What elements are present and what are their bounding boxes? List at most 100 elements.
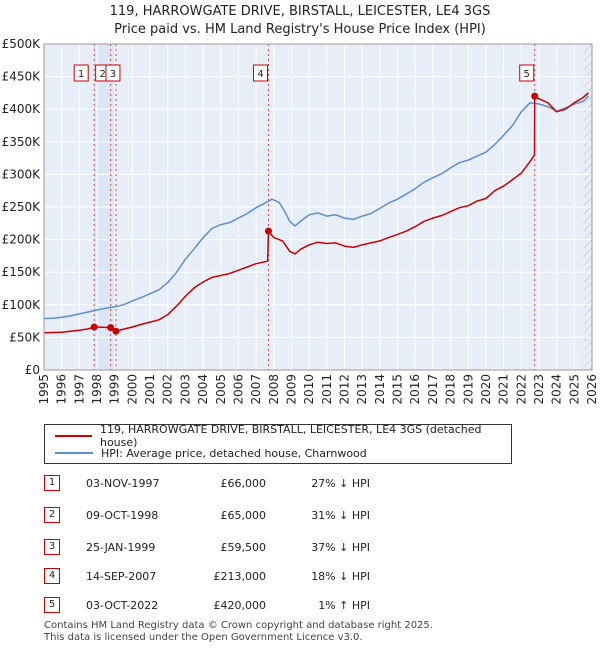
sale-point [531,92,539,100]
sale-point [112,327,120,335]
sale-hpi-diff: 18% ↓ HPI [311,570,370,583]
x-tick-label: 2016 [408,374,422,405]
sale-date: 14-SEP-2007 [86,570,157,583]
y-tick-label: £50K [9,330,41,344]
x-tick-label: 2015 [391,374,405,405]
x-tick-label: 1996 [55,374,69,405]
sale-marker-box [73,64,89,82]
legend-item-hpi: HPI: Average price, detached house, Char… [55,445,367,461]
x-tick-label: 2014 [373,374,387,405]
y-tick-label: £250K [2,200,42,214]
sale-number-badge: 5 [44,597,60,613]
sale-marker-box [519,64,535,82]
y-tick-label: £300K [2,167,42,181]
x-tick-label: 2019 [461,374,475,405]
x-tick-label: 2018 [444,374,458,405]
x-tick-label: 2020 [479,374,493,405]
x-tick-label: 2008 [267,374,281,405]
sale-date: 03-NOV-1997 [86,477,160,490]
x-tick-label: 1997 [72,374,86,405]
sale-date: 03-OCT-2022 [86,599,159,612]
sale-hpi-diff: 31% ↓ HPI [311,509,370,522]
sale-hpi-diff: 27% ↓ HPI [311,477,370,490]
sale-marker-number: 1 [78,69,84,80]
sale-price: £66,000 [220,477,267,490]
sale-date: 09-OCT-1998 [86,509,159,522]
sale-price: £213,000 [213,570,267,583]
y-tick-label: £100K [2,298,42,312]
legend: 119, HARROWGATE DRIVE, BIRSTALL, LEICEST… [44,423,512,464]
y-tick-label: £150K [2,265,42,279]
sale-hpi-diff: 1% ↑ HPI [318,599,370,612]
sale-price: £65,000 [220,509,267,522]
x-tick-label: 2002 [161,374,175,405]
x-tick-label: 2005 [214,374,228,405]
x-tick-label: 2021 [497,374,511,405]
x-tick-label: 2007 [249,374,263,405]
y-tick-label: £350K [2,135,42,149]
chart-subtitle: Price paid vs. HM Land Registry's House … [114,22,486,37]
legend-swatch-hpi [55,452,93,454]
y-tick-label: £450K [2,70,42,84]
sale-marker-number: 3 [110,69,116,80]
sale-marker-label: 4 [253,64,269,82]
legend-item-property: 119, HARROWGATE DRIVE, BIRSTALL, LEICEST… [55,423,511,449]
x-tick-label: 2025 [567,374,581,405]
sale-point [265,227,273,235]
footer: Contains HM Land Registry data © Crown c… [44,620,433,644]
x-tick-label: 2024 [550,374,564,405]
x-tick-label: 1998 [90,374,104,405]
sale-marker-label: 1 [73,64,89,82]
sale-marker-box [253,64,269,82]
chart: £0 £50K £100K £150K £200K £250K £300K £350K £400… [2,37,599,405]
sale-marker-number: 5 [524,69,530,80]
sale-marker-label: 3 [105,64,121,82]
table-row: 5 03-OCT-2022 £420,000 1% ↑ HPI [0,597,600,617]
sale-price: £420,000 [213,599,267,612]
sale-point [107,324,115,332]
legend-label-hpi: HPI: Average price, detached house, Char… [101,446,367,460]
x-tick-label: 2004 [196,374,210,405]
x-tick-label: 2011 [320,374,334,405]
x-tick-label: 2003 [178,374,192,405]
table-row: 2 09-OCT-1998 £65,000 31% ↓ HPI [0,507,600,527]
x-tick-label: 2022 [514,374,528,405]
plot-border [43,43,593,371]
table-row: 1 03-NOV-1997 £66,000 27% ↓ HPI [0,475,600,495]
y-tick-label: £500K [2,37,42,51]
sale-marker-number: 2 [99,69,105,80]
legend-label-property: 119, HARROWGATE DRIVE, BIRSTALL, LEICEST… [99,423,482,449]
x-tick-label: 2012 [338,374,352,405]
sale-number-badge: 3 [44,539,60,555]
y-tick-label: £400K [2,102,42,116]
x-tick-label: 2009 [284,374,298,405]
chart-title: 119, HARROWGATE DRIVE, BIRSTALL, LEICEST… [109,4,491,19]
legend-swatch-property [55,435,92,437]
x-tick-label: 2006 [231,374,245,405]
sale-date: 25-JAN-1999 [86,541,156,554]
sale-marker-number: 4 [257,69,263,80]
y-tick-label: £0 [25,363,40,377]
hpi-line [43,95,590,320]
sale-number-badge: 1 [44,475,60,491]
sale-marker-label: 5 [519,64,535,82]
x-tick-label: 2026 [585,374,599,405]
x-tick-label: 2017 [426,374,440,405]
sale-hpi-diff: 37% ↓ HPI [311,541,370,554]
sale-point [90,323,98,331]
property-price-line [43,92,589,334]
x-tick-label: 2001 [143,374,157,405]
x-tick-label: 2013 [355,374,369,405]
x-tick-label: 2023 [532,374,546,405]
x-tick-label: 1995 [37,374,51,405]
x-tick-label: 2000 [125,374,139,405]
y-tick-label: £200K [2,233,42,247]
sale-marker-box [105,64,121,82]
sale-number-badge: 2 [44,507,60,523]
x-tick-label: 2010 [302,374,316,405]
footer-copyright: Contains HM Land Registry data © Crown c… [44,620,433,631]
table-row: 3 25-JAN-1999 £59,500 37% ↓ HPI [0,539,600,559]
table-row: 4 14-SEP-2007 £213,000 18% ↓ HPI [0,568,600,588]
x-tick-label: 1999 [108,374,122,405]
sale-price: £59,500 [220,541,267,554]
